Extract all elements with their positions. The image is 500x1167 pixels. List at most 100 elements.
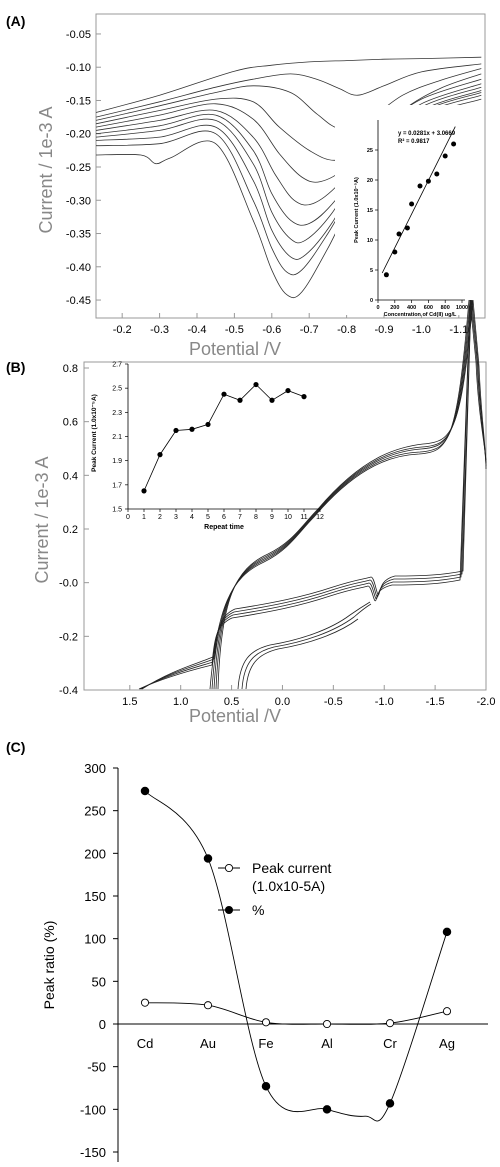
panel-a-inset-fit-line bbox=[381, 126, 456, 274]
y-tick-label: 0 bbox=[99, 1017, 106, 1032]
panel-b-y-ticks: 0.8 0.6 0.4 0.2 -0.0 -0.2 -0.4 bbox=[59, 363, 89, 697]
inset-y-tick-label: 1.5 bbox=[112, 507, 122, 514]
panel-c-points bbox=[140, 786, 452, 1114]
inset-x-tick-label: 7 bbox=[238, 514, 242, 521]
y-tick-label: 0.8 bbox=[63, 363, 78, 375]
panel-label-a: (A) bbox=[6, 13, 25, 29]
x-tick-label: -0.5 bbox=[225, 324, 244, 336]
panel-a-inset-r2: R² = 0.9817 bbox=[398, 138, 430, 145]
inset-y-tick-label: 2.5 bbox=[112, 386, 122, 393]
x-tick-label: -2.0 bbox=[477, 696, 496, 708]
inset-y-tick-label: 2.7 bbox=[112, 362, 122, 369]
x-tick-label: -0.6 bbox=[262, 324, 281, 336]
inset-data-point bbox=[205, 421, 211, 428]
y-tick-label: 0.2 bbox=[63, 524, 78, 536]
x-tick-label: -1.0 bbox=[375, 696, 394, 708]
cv-upper-branch bbox=[211, 299, 487, 690]
percent-point bbox=[322, 1105, 332, 1114]
x-tick-label: -0.3 bbox=[150, 324, 169, 336]
x-tick-label: 1.5 bbox=[122, 696, 137, 708]
inset-x-tick-label: 5 bbox=[206, 514, 210, 521]
panel-b-y-axis-label: Current / 1e-3 A bbox=[32, 456, 52, 583]
x-tick-label: -1.5 bbox=[426, 696, 445, 708]
inset-x-tick-label: 8 bbox=[254, 514, 258, 521]
inset-x-tick-label: 9 bbox=[270, 514, 274, 521]
inset-data-point bbox=[173, 427, 179, 434]
voltammogram-curve bbox=[95, 73, 482, 161]
y-tick-label: 300 bbox=[84, 761, 106, 776]
y-tick-label: 0.4 bbox=[63, 470, 78, 482]
panel-a-inset-y-label: Peak Current (1.0x10⁻⁵A) bbox=[354, 177, 360, 243]
y-tick-label: -0.05 bbox=[66, 29, 91, 41]
panel-b-inset-y-label: Peak Current (1.0x10⁻⁵A) bbox=[91, 394, 98, 472]
peak-current-point bbox=[203, 1001, 213, 1010]
y-tick-label: 100 bbox=[84, 932, 106, 947]
inset-x-tick-label: 12 bbox=[316, 514, 324, 521]
x-tick-label: -1.0 bbox=[412, 324, 431, 336]
inset-data-point bbox=[157, 452, 163, 458]
panel-a-y-axis-label: Current / 1e-3 A bbox=[36, 106, 56, 233]
panel-c-y-axis-label: Peak ratio (%) bbox=[41, 921, 57, 1010]
y-tick-label: 250 bbox=[84, 804, 106, 819]
y-tick-label: -0.4 bbox=[59, 685, 78, 697]
panel-b: 0.8 0.6 0.4 0.2 -0.0 -0.2 -0.4 1.5 1.0 0.5 0.0 -0.… bbox=[32, 299, 496, 726]
panel-b-inset: 1.51.71.92.12.32.52.70 1 2 3 4 5 6 7 8 9 10 11 12 Re… bbox=[91, 362, 324, 532]
x-tick-label: -0.5 bbox=[324, 696, 343, 708]
panel-b-inset-x-label: Repeat time bbox=[204, 524, 244, 531]
inset-y-tick-label: 25 bbox=[367, 148, 373, 154]
x-tick-label: -0.8 bbox=[337, 324, 356, 336]
y-tick-label: -0.25 bbox=[66, 162, 91, 174]
inset-x-tick-label: 400 bbox=[407, 305, 416, 311]
y-tick-label: 150 bbox=[84, 889, 106, 904]
inset-y-tick-label: 20 bbox=[367, 178, 373, 184]
percent-point bbox=[385, 1099, 395, 1108]
x-tick-label: -0.7 bbox=[300, 324, 319, 336]
inset-data-point bbox=[451, 141, 457, 147]
panel-label-c: (C) bbox=[6, 739, 25, 755]
cv-lower-branch bbox=[138, 299, 471, 690]
inset-data-point bbox=[425, 178, 431, 184]
inset-x-tick-label: 200 bbox=[390, 305, 399, 311]
inset-x-tick-label: 11 bbox=[300, 514, 307, 521]
cv-upper-branch bbox=[215, 299, 487, 690]
y-tick-label: 50 bbox=[92, 974, 106, 989]
panel-b-cv-curves bbox=[138, 299, 487, 690]
inset-data-point bbox=[285, 387, 291, 394]
inset-data-point bbox=[417, 183, 423, 189]
inset-y-tick-label: 10 bbox=[367, 238, 373, 244]
cv-lower-branch bbox=[140, 299, 472, 690]
panel-c: 300 250 200 150 100 50 0 -50 -100 -150 Cd Au Fe Al Cr… bbox=[41, 761, 488, 1162]
inset-data-point bbox=[269, 397, 275, 403]
inset-data-point bbox=[141, 488, 147, 494]
percent-point bbox=[140, 786, 150, 796]
x-tick-label: 0.0 bbox=[275, 696, 290, 708]
inset-x-tick-label: 6 bbox=[222, 514, 226, 521]
inset-data-point bbox=[253, 381, 259, 388]
x-tick-label: -1.1 bbox=[449, 324, 468, 336]
panel-b-frame bbox=[83, 361, 487, 691]
inset-data-point bbox=[189, 426, 195, 432]
inset-x-tick-label: 0 bbox=[126, 514, 130, 521]
inset-x-tick-label: 4 bbox=[190, 514, 194, 521]
legend-percent-marker bbox=[224, 905, 234, 915]
inset-data-point bbox=[237, 397, 243, 403]
y-tick-label: -0.10 bbox=[66, 62, 91, 74]
percent-point bbox=[203, 854, 213, 863]
y-tick-label: -0.40 bbox=[66, 262, 91, 274]
inset-x-tick-label: 0 bbox=[376, 305, 379, 311]
inset-x-tick-label: 3 bbox=[174, 514, 178, 521]
panel-b-inset-points bbox=[141, 381, 307, 494]
panel-a-inset-bg bbox=[335, 105, 483, 315]
category-label: Au bbox=[200, 1036, 216, 1051]
inset-x-tick-label: 600 bbox=[424, 305, 433, 311]
inset-y-tick-label: 1.7 bbox=[112, 482, 122, 489]
cv-lower-branch bbox=[245, 618, 359, 690]
inset-data-point bbox=[434, 171, 440, 177]
series-percent-line bbox=[144, 790, 448, 1122]
panel-c-y-ticks: 300 250 200 150 100 50 0 -50 -100 -150 bbox=[80, 761, 118, 1160]
cv-lower-branch bbox=[241, 603, 372, 690]
panel-label-b: (B) bbox=[6, 359, 25, 375]
y-tick-label: -0.2 bbox=[59, 631, 78, 643]
y-tick-label: -0.20 bbox=[66, 129, 91, 141]
